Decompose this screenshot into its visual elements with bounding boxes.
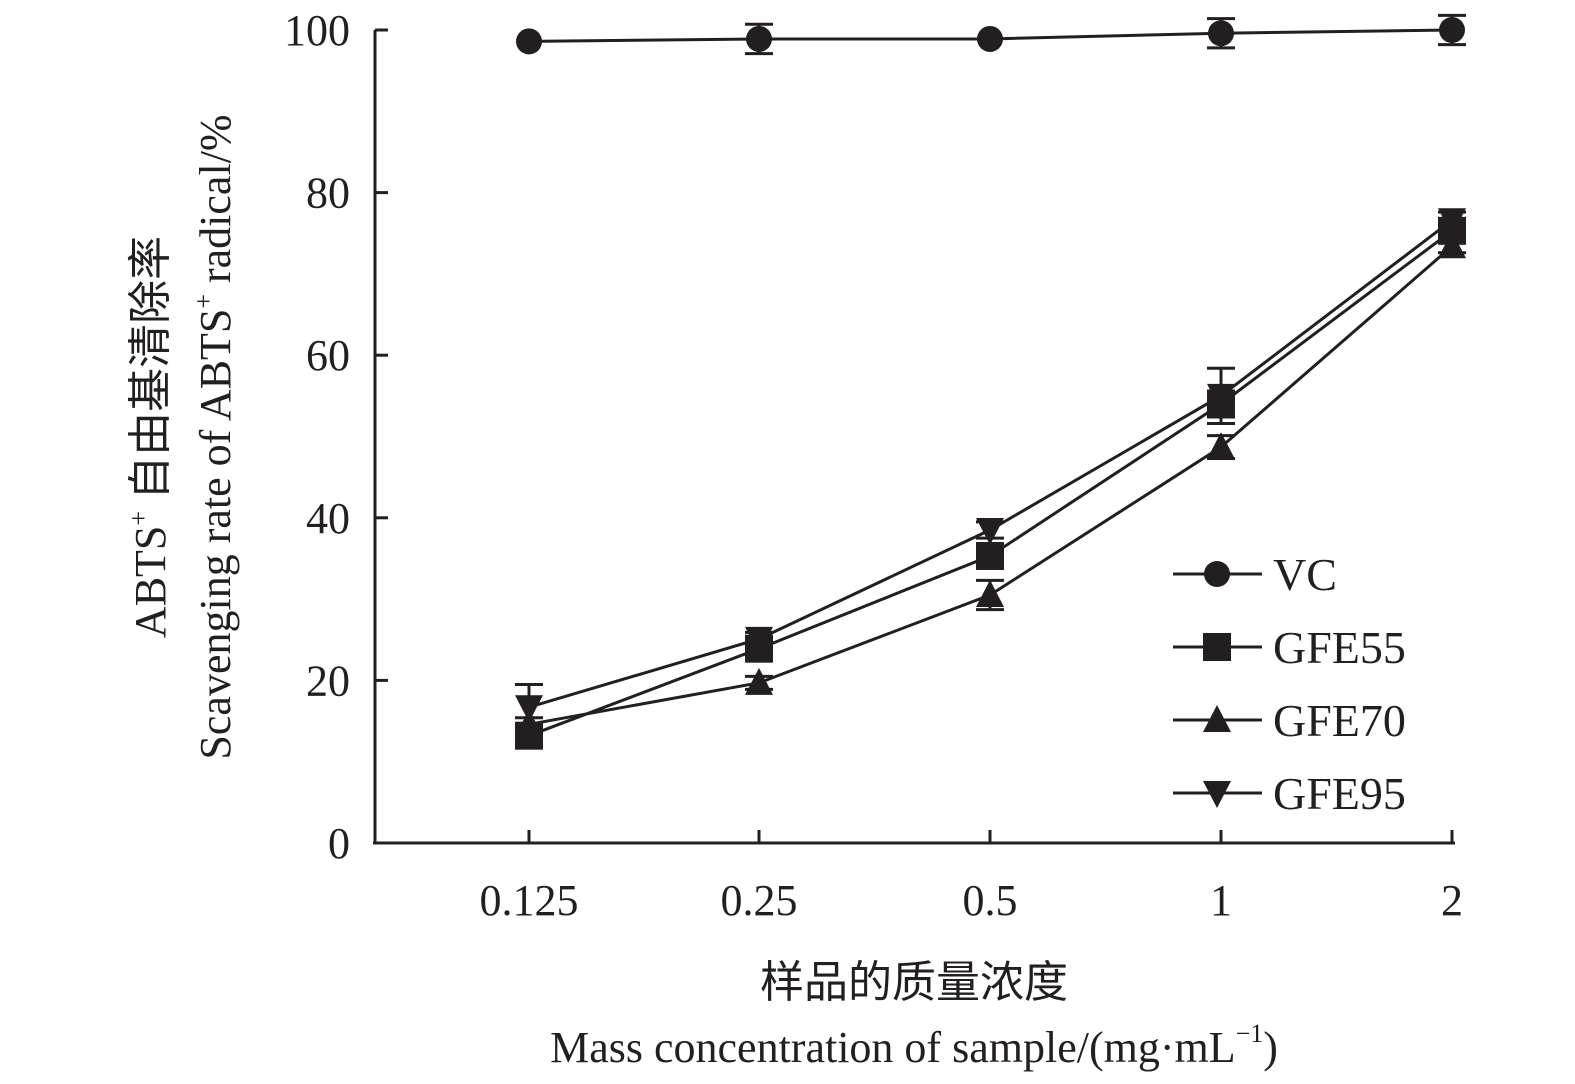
legend-item-gfe55: GFE55: [1173, 622, 1406, 673]
x-tick-label: 2: [1441, 876, 1463, 925]
legend-marker-triangle-down: [1203, 781, 1231, 808]
legend: VC GFE55 GFE70 GFE95: [1173, 549, 1406, 819]
y-tick-label: 60: [306, 331, 350, 380]
legend-marker-triangle-up: [1203, 705, 1231, 732]
data-point-vc: [746, 25, 772, 52]
data-point-gfe95: [1438, 208, 1466, 236]
y-tick-label: 80: [306, 169, 350, 218]
legend-item-vc: VC: [1173, 549, 1337, 600]
legend-label: GFE70: [1273, 695, 1406, 746]
y-axis-title-cn-text: ABTS+ 自由基清除率: [124, 236, 175, 638]
data-point-gfe70: [1207, 432, 1235, 460]
series-gfe95: [515, 208, 1466, 732]
x-tick-label: 0.5: [963, 876, 1018, 925]
y-ticks: 0 20 40 60 80 100: [284, 6, 388, 868]
data-point-gfe95: [515, 695, 543, 723]
data-point-gfe95: [745, 626, 773, 654]
legend-label: GFE55: [1273, 622, 1406, 673]
legend-label: VC: [1273, 549, 1337, 600]
x-tick-label: 0.125: [480, 876, 579, 925]
data-point-gfe70: [745, 667, 773, 695]
axes: [373, 30, 1455, 845]
data-point-gfe70: [1438, 231, 1466, 259]
data-point-gfe70: [976, 580, 1004, 608]
data-point-vc: [1208, 20, 1234, 47]
data-point-gfe55: [976, 542, 1004, 571]
legend-marker-square: [1203, 633, 1231, 661]
x-axis-title-cn: 样品的质量浓度: [760, 958, 1068, 1007]
legend-item-gfe95: GFE95: [1173, 768, 1406, 819]
x-tick-label: 0.25: [721, 876, 798, 925]
x-ticks: 0.125 0.25 0.5 1 2: [480, 830, 1463, 925]
legend-item-gfe70: GFE70: [1173, 695, 1406, 746]
y-tick-label: 0: [328, 819, 350, 868]
data-point-vc: [977, 25, 1003, 52]
y-axis-title-en: Scavenging rate of ABTS+ radical/%: [189, 114, 240, 759]
data-point-gfe95: [976, 517, 1004, 545]
x-tick-label: 1: [1210, 876, 1232, 925]
series-layer: [515, 13, 1466, 750]
data-point-vc: [516, 28, 542, 55]
y-axis-title-en-text: Scavenging rate of ABTS+ radical/%: [189, 114, 240, 759]
y-tick-label: 40: [306, 494, 350, 543]
x-axis-title-en: Mass concentration of sample/(mg·mL−1): [550, 1019, 1278, 1072]
y-axis-title-cn: ABTS+ 自由基清除率: [124, 236, 175, 638]
legend-marker-circle: [1204, 561, 1230, 587]
y-tick-label: 20: [306, 656, 350, 705]
data-point-gfe95: [1207, 383, 1235, 411]
y-tick-label: 100: [284, 6, 350, 55]
legend-label: GFE95: [1273, 768, 1406, 819]
series-vc: [516, 13, 1466, 56]
data-point-vc: [1439, 17, 1465, 43]
